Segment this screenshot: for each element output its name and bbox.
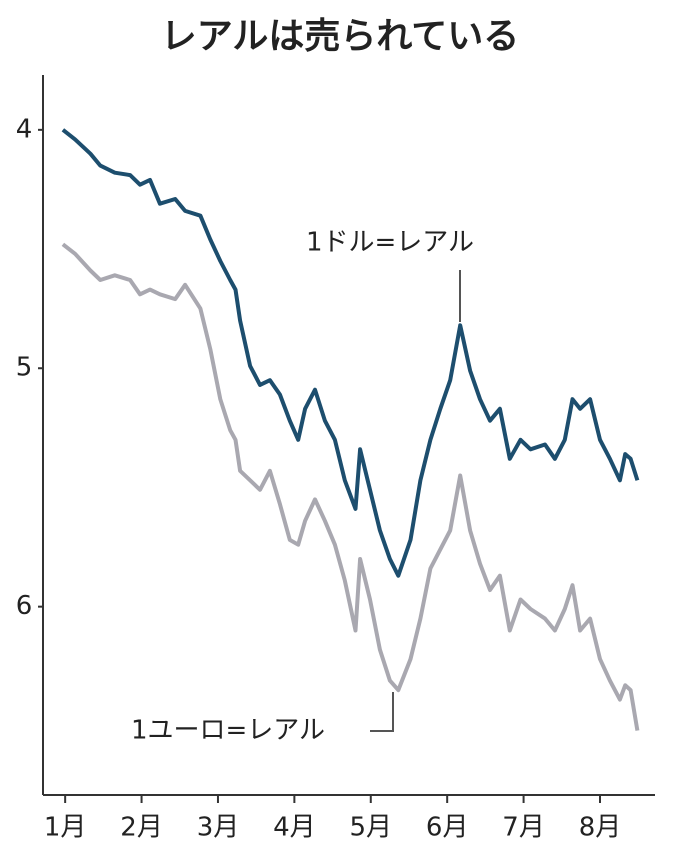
series-label: 1ユーロ=レアル (131, 716, 325, 746)
x-tick-label: 5月 (350, 813, 393, 843)
x-tick-label: 2月 (120, 813, 163, 843)
series-line (61, 242, 640, 731)
series-line (61, 128, 640, 578)
y-tick-label: 4 (16, 114, 33, 144)
y-tick-label: 5 (16, 353, 33, 383)
x-tick-label: 1月 (44, 813, 87, 843)
y-tick-label: 6 (16, 591, 33, 621)
x-tick-label: 6月 (426, 813, 469, 843)
x-tick-label: 3月 (197, 813, 240, 843)
x-tick-label: 7月 (502, 813, 545, 843)
chart-title: レアルは売られている (161, 16, 520, 57)
leader-line (370, 692, 394, 732)
x-tick-label: 8月 (579, 813, 622, 843)
series-label: 1ドル=レアル (306, 228, 474, 258)
x-tick-label: 4月 (273, 813, 316, 843)
